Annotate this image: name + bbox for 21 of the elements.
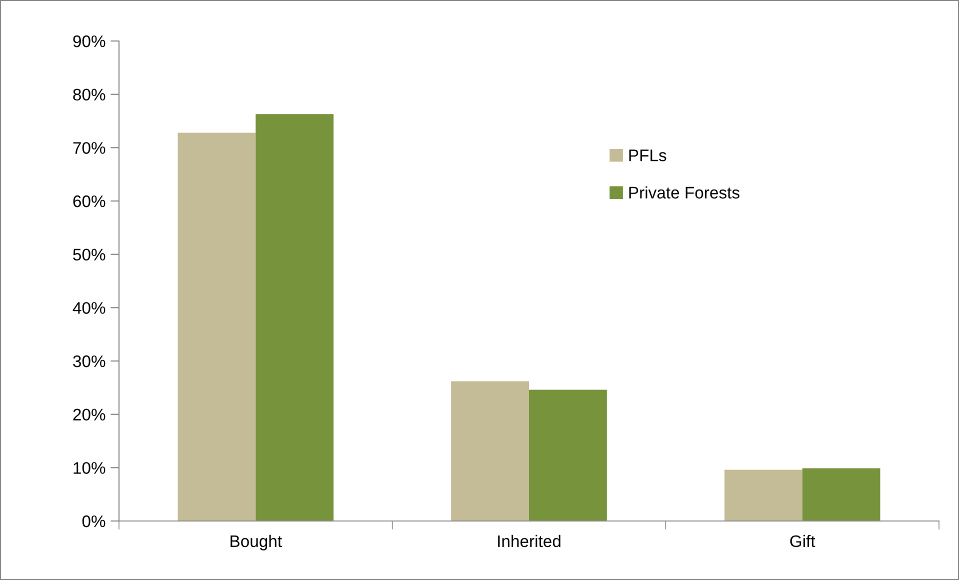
bar <box>802 468 880 521</box>
x-tick-label: Bought <box>230 534 282 550</box>
y-tick-label: 0% <box>82 515 106 528</box>
y-tick-label: 10% <box>74 462 106 474</box>
y-tick-label: 20% <box>73 408 106 421</box>
bar <box>529 390 607 521</box>
legend-label: Private Forests <box>629 186 740 199</box>
y-tick-label: 80% <box>73 88 106 101</box>
bar <box>451 381 529 521</box>
legend-label: PFLs <box>629 150 666 162</box>
x-tick-label: Gift <box>790 534 816 548</box>
bar <box>724 470 802 521</box>
bar <box>256 114 334 521</box>
y-tick-label: 90% <box>73 35 106 48</box>
y-tick-label: 30% <box>73 355 106 368</box>
y-tick-label: 40% <box>72 302 106 314</box>
bar <box>178 132 256 521</box>
y-tick-label: 50% <box>73 248 106 261</box>
y-tick-label: 60% <box>73 195 106 208</box>
x-tick-label: Inherited <box>498 534 560 548</box>
y-tick-label: 70% <box>73 142 106 154</box>
